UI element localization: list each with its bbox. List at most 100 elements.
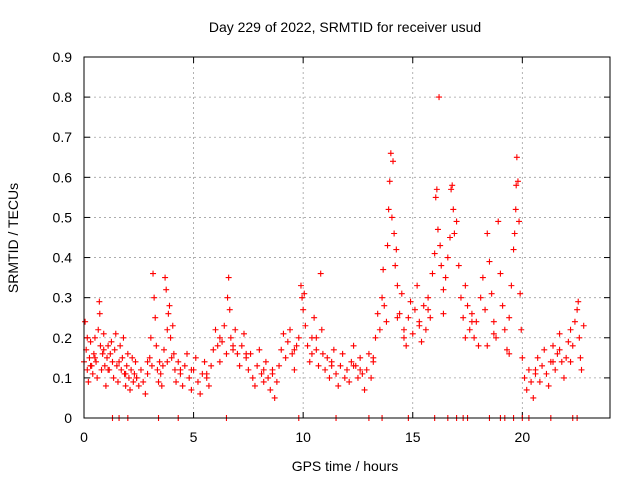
data-point (438, 262, 445, 269)
data-point (133, 374, 140, 381)
data-point (512, 206, 519, 213)
data-point (168, 354, 175, 361)
data-point (167, 334, 174, 341)
data-point (221, 322, 228, 329)
chart-title: Day 229 of 2022, SRMTID for receiver usu… (209, 19, 481, 35)
data-point (84, 366, 91, 373)
data-point (448, 186, 455, 193)
data-point (94, 374, 101, 381)
data-point (107, 350, 114, 357)
data-point (464, 302, 471, 309)
data-point (431, 250, 438, 257)
data-point (97, 342, 104, 349)
data-point (506, 350, 513, 357)
data-point (578, 366, 585, 373)
data-point (499, 302, 506, 309)
data-point (388, 214, 395, 221)
data-point (100, 346, 107, 353)
data-point (273, 378, 280, 385)
data-point (128, 366, 135, 373)
data-point (173, 378, 180, 385)
data-point (477, 294, 484, 301)
data-point (118, 366, 125, 373)
data-point (328, 362, 335, 369)
data-point (86, 354, 93, 361)
data-point (400, 326, 407, 333)
data-point (574, 306, 581, 313)
data-point (411, 306, 418, 313)
data-point (284, 338, 291, 345)
data-point (230, 346, 237, 353)
data-point (346, 378, 353, 385)
data-point (519, 354, 526, 361)
data-point (152, 314, 159, 321)
data-point (262, 358, 269, 365)
data-point (447, 234, 454, 241)
data-point (197, 390, 204, 397)
data-point (381, 302, 388, 309)
data-point (457, 294, 464, 301)
data-point (348, 358, 355, 365)
data-point (114, 378, 121, 385)
x-tick-label: 5 (190, 429, 198, 445)
data-point (319, 350, 326, 357)
data-point (363, 366, 370, 373)
data-point (425, 306, 432, 313)
data-point (449, 182, 456, 189)
data-point (333, 370, 340, 377)
data-point (131, 370, 138, 377)
data-point (493, 334, 500, 341)
data-point (293, 342, 300, 349)
data-point (122, 382, 129, 389)
data-point (153, 342, 160, 349)
data-point (357, 366, 364, 373)
data-point (142, 390, 149, 397)
data-point (516, 218, 523, 225)
data-point (475, 342, 482, 349)
data-point (432, 194, 439, 201)
data-point (297, 282, 304, 289)
data-point (267, 386, 274, 393)
data-point (116, 358, 123, 365)
data-point (144, 358, 151, 365)
data-point (232, 326, 239, 333)
data-point (575, 298, 582, 305)
data-point (337, 362, 344, 369)
data-point (124, 350, 131, 357)
data-point (539, 362, 546, 369)
data-point (511, 230, 518, 237)
data-point (238, 342, 245, 349)
data-point (462, 282, 469, 289)
y-tick-label: 0.7 (53, 129, 73, 145)
data-point (163, 286, 170, 293)
data-point (164, 358, 171, 365)
data-point (368, 374, 375, 381)
data-point (576, 334, 583, 341)
data-point (291, 346, 298, 353)
x-tick-label: 10 (295, 429, 311, 445)
data-point (188, 386, 195, 393)
data-point (391, 230, 398, 237)
data-point (513, 182, 520, 189)
data-point (376, 326, 383, 333)
data-point (523, 386, 530, 393)
data-point (160, 346, 167, 353)
data-point (471, 334, 478, 341)
data-point (148, 362, 155, 369)
data-point (102, 382, 109, 389)
data-point (414, 282, 421, 289)
data-point (236, 362, 243, 369)
data-point (260, 366, 267, 373)
plot-frame (83, 56, 611, 419)
data-point (170, 350, 177, 357)
data-point (280, 330, 287, 337)
data-point (120, 334, 127, 341)
x-axis-label: GPS time / hours (292, 458, 399, 474)
data-point (518, 326, 525, 333)
data-point (532, 366, 539, 373)
data-point (451, 230, 458, 237)
data-point (422, 326, 429, 333)
data-point (105, 366, 112, 373)
data-point (223, 350, 230, 357)
data-point (318, 326, 325, 333)
